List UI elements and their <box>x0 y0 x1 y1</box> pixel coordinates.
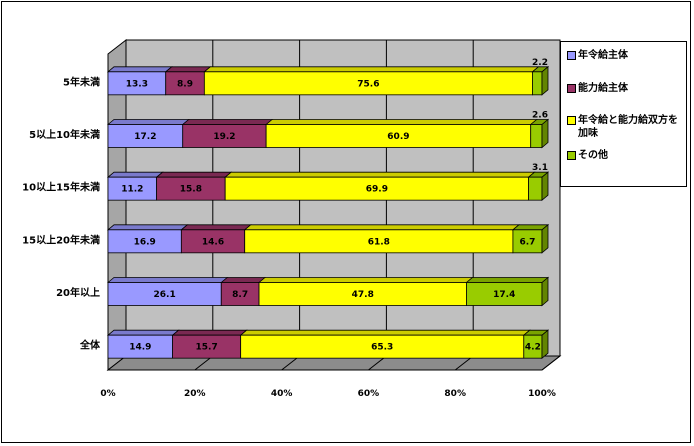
legend-label: 能力給主体 <box>578 83 628 94</box>
data-label: 69.9 <box>366 185 388 195</box>
bar-segment-top <box>106 119 190 125</box>
bar-segment-top <box>265 119 538 125</box>
legend-label: 年令給と能力給双方を加味 <box>578 115 678 139</box>
data-label: 61.8 <box>368 237 390 247</box>
bar-segment-side <box>541 329 549 360</box>
data-label: 11.2 <box>121 185 143 195</box>
legend-swatch <box>567 116 576 125</box>
data-label: 8.9 <box>177 79 193 89</box>
data-label: 75.6 <box>357 79 379 89</box>
bar-segment <box>532 71 543 96</box>
bar-segment-side <box>541 276 549 307</box>
bar-segment-top <box>243 224 521 231</box>
category-label: 20年以上 <box>56 286 100 299</box>
bar-segment-top <box>106 66 173 73</box>
legend-swatch <box>567 84 576 93</box>
category-label: 10以上15年未満 <box>22 181 100 194</box>
bar-segment-top <box>257 277 474 283</box>
data-label: 16.9 <box>134 237 156 247</box>
category-label: 5年未満 <box>63 75 100 88</box>
data-label: 15.7 <box>196 343 218 353</box>
legend-swatch <box>567 51 576 60</box>
category-label: 全体 <box>79 339 101 352</box>
x-tick-label: 40% <box>271 389 293 399</box>
bar-segment-top <box>106 277 229 283</box>
data-label: 47.8 <box>352 290 374 300</box>
bar-segment-top <box>106 224 189 231</box>
bar-segment-top <box>465 277 550 283</box>
data-label: 14.9 <box>129 343 151 353</box>
data-label: 14.6 <box>202 237 224 247</box>
data-label: 65.3 <box>371 343 393 353</box>
data-label: 3.1 <box>532 163 548 173</box>
category-label: 15以上20年未満 <box>22 233 100 246</box>
bar-segment-side <box>541 118 549 149</box>
bar-segment-side <box>541 223 549 254</box>
bar-segment-top <box>181 119 274 125</box>
bar-segment-top <box>155 171 233 178</box>
legend: 年令給主体能力給主体年令給と能力給双方を加味その他 <box>560 41 687 187</box>
bar-segment-top <box>220 277 267 283</box>
bars <box>106 65 550 360</box>
bar-segment-side <box>541 171 549 202</box>
bar-segment-top <box>180 224 252 231</box>
legend-label: 年令給主体 <box>578 50 628 61</box>
legend-label: その他 <box>578 150 608 161</box>
labels: 0% 20% 40% 60% 80% 100% 13.3 8.9 75.6 2.2 5年未満 17.2… <box>22 58 556 399</box>
data-label: 19.2 <box>213 132 235 142</box>
x-tick-label: 80% <box>444 389 466 399</box>
data-label: 13.3 <box>126 79 148 89</box>
data-label: 8.7 <box>232 290 248 300</box>
bar-segment-top <box>106 329 180 336</box>
bar-segment-top <box>239 329 531 336</box>
category-label: 5以上10年未満 <box>29 128 100 141</box>
data-label: 17.2 <box>134 132 156 142</box>
data-label: 60.9 <box>387 132 409 142</box>
bar-segment <box>530 124 543 148</box>
bar-segment-top <box>171 329 248 336</box>
data-label: 26.1 <box>154 290 176 300</box>
bar-segment-top <box>164 66 212 73</box>
x-tick-label: 0% <box>100 389 115 399</box>
bar-segment-top <box>203 66 540 73</box>
bar-segment-side <box>541 65 549 96</box>
legend-swatch <box>567 151 576 160</box>
x-tick-label: 60% <box>358 389 380 399</box>
bar-segment <box>528 176 543 201</box>
data-label: 6.7 <box>519 237 535 247</box>
data-label: 15.8 <box>180 185 202 195</box>
data-label: 2.6 <box>532 111 548 121</box>
x-tick-label: 100% <box>528 389 556 399</box>
bar-segment-top <box>224 171 536 178</box>
data-label: 17.4 <box>493 290 515 300</box>
x-tick-label: 20% <box>184 389 206 399</box>
data-label: 4.2 <box>525 343 541 353</box>
gridline-floor <box>541 355 561 371</box>
data-label: 2.2 <box>532 58 548 68</box>
bar-segment-top <box>106 171 164 178</box>
